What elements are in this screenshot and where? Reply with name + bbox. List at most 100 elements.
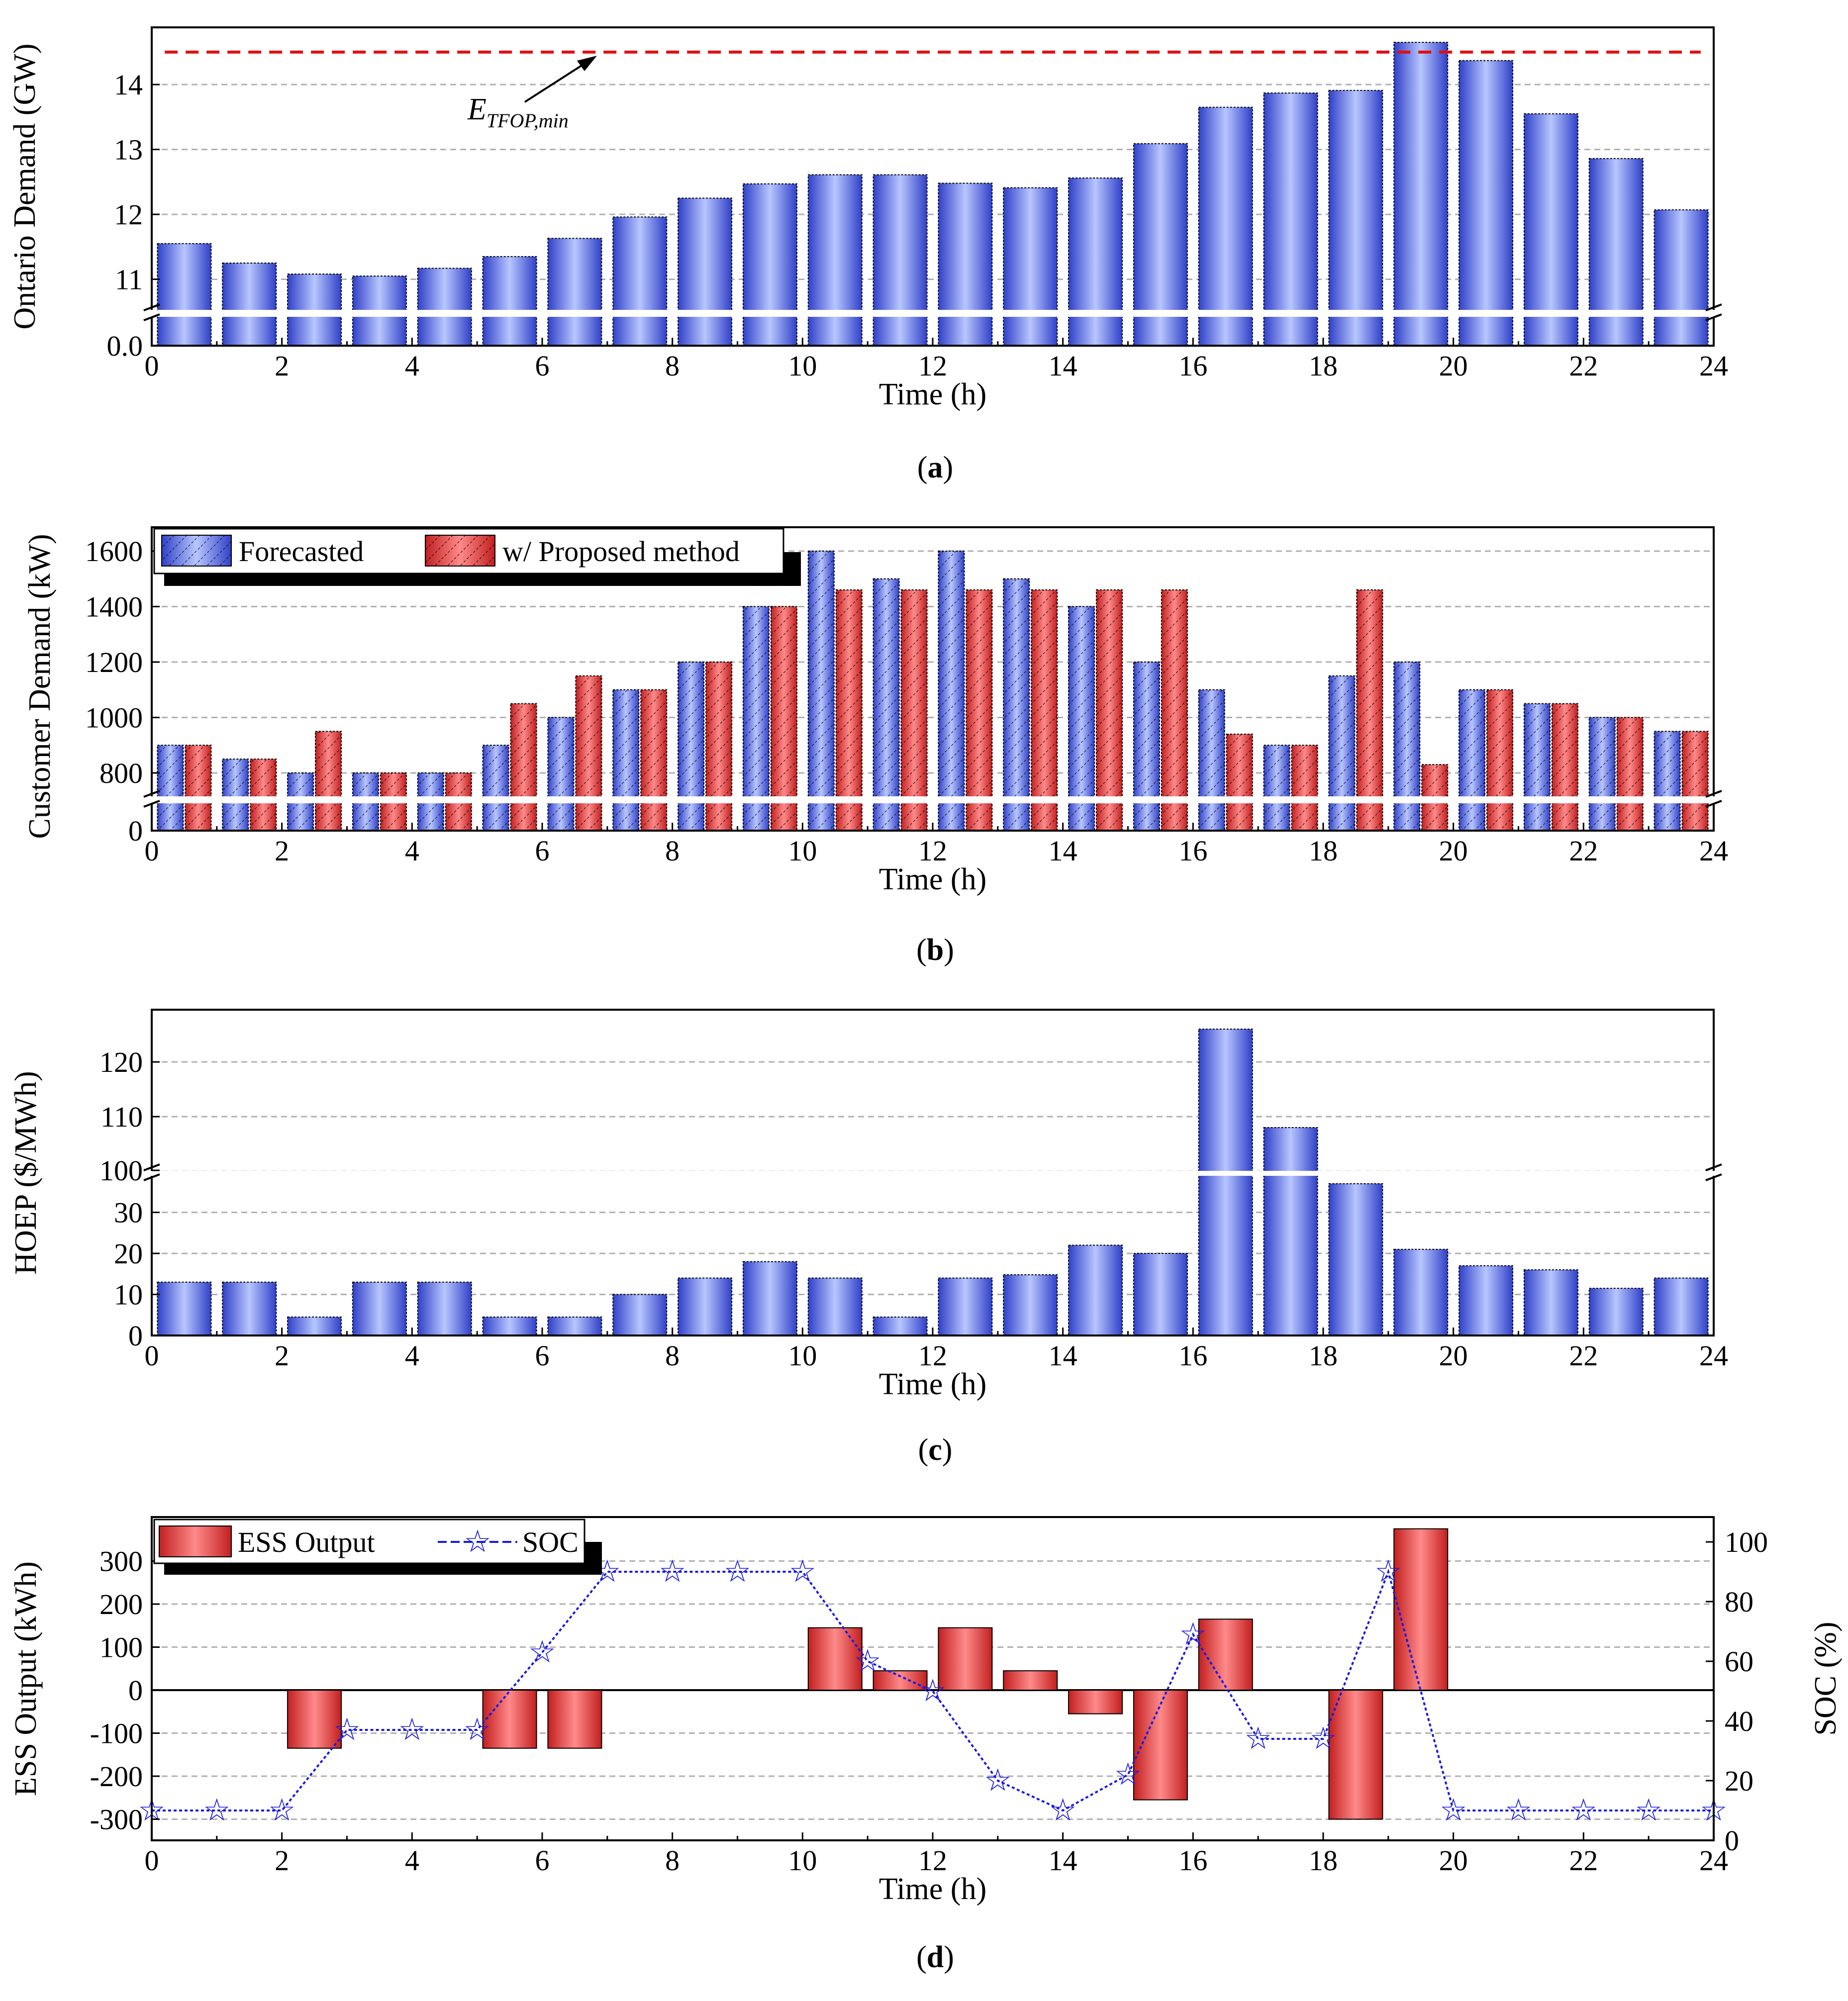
panel-b-bar-proposed-hatch [1161, 590, 1187, 831]
panel-b-bar-proposed-hatch [1096, 590, 1123, 831]
panel-b-bar-forecasted-hatch [1459, 689, 1485, 831]
panel-d-bar-ess-output [1393, 1528, 1449, 1691]
panel-a-min-line-label-sub: TFOP,min [486, 109, 569, 132]
panel-c-break-mark-right [1705, 1163, 1722, 1171]
panel-c-bar [157, 1281, 212, 1336]
panel-a-axis-break [143, 303, 1722, 321]
panel-a-x-tick-label: 12 [918, 350, 947, 382]
panel-d-y2-tick-label: 0 [1725, 1824, 1739, 1857]
panel-c-y-tick-label: 0 [128, 1320, 143, 1352]
panel-b-bar-proposed-hatch [706, 662, 732, 831]
panel-b-bar-forecasted-hatch [1264, 745, 1290, 831]
panel-b-x-tick-label: 6 [535, 835, 550, 867]
panel-b-bar-proposed-hatch [1291, 745, 1318, 831]
panel-a-y-ticks: 0.0 11 12 13 14 [107, 69, 160, 362]
panel-b-caption: (b) [916, 933, 954, 967]
panel-d-y-tick-label: 0 [128, 1674, 143, 1707]
panel-a-break-mark-left [143, 303, 160, 311]
panel-d-bar-ess-output [287, 1690, 342, 1749]
panel-b-bar-forecasted-hatch [1589, 717, 1615, 831]
panel-b-bar-forecasted-hatch [938, 551, 965, 831]
panel-d-x-tick-label: 18 [1309, 1844, 1338, 1877]
panel-c-bar [1068, 1244, 1123, 1336]
legend-label-forecasted: Forecasted [239, 535, 364, 568]
panel-a-annotation-arrow [524, 63, 585, 103]
panel-b-bar-proposed-hatch [576, 675, 602, 831]
panel-d-soc-point: ☆ [1570, 1792, 1598, 1828]
panel-c-x-tick-label: 18 [1309, 1339, 1338, 1372]
panel-c-x-tick-label: 6 [535, 1339, 550, 1372]
panel-b-bar-forecasted-hatch [1654, 731, 1680, 831]
panel-c-bar [1198, 1029, 1253, 1336]
panel-b-bar-forecasted-hatch [1069, 606, 1095, 831]
panel-a-y-tick-label: 13 [114, 134, 143, 166]
panel-d-bar-ess-output [482, 1690, 537, 1749]
panel-c-x-tick-label: 4 [405, 1339, 419, 1372]
panel-a-caption-letter: a [928, 451, 943, 484]
panel-a-annotation-arrowhead [577, 56, 597, 71]
panel-a-bar [678, 197, 733, 346]
panel-c-bar [873, 1316, 928, 1336]
legend-line-soc-marker: ☆ [464, 1523, 491, 1559]
panel-b-x-tick-label: 12 [918, 835, 947, 867]
panel-a-x-tick-label: 0 [145, 350, 159, 382]
panel-d-y2-tick-label: 80 [1725, 1586, 1753, 1618]
panel-a-bar [417, 268, 472, 346]
panel-a-x-tick-label: 2 [275, 350, 289, 382]
panel-d-y2-ticks: 0 20 40 60 80 100 [1706, 1526, 1768, 1857]
panel-d-x-ticks: 0 2 4 6 8 10 12 14 16 18 20 22 24 [145, 1832, 1728, 1877]
panel-c-x-tick-label: 16 [1178, 1339, 1207, 1372]
panel-b-x-tick-label: 20 [1439, 835, 1468, 867]
panel-d-x-tick-label: 20 [1439, 1844, 1468, 1877]
panel-d-x-tick-label: 10 [788, 1844, 817, 1877]
panel-d-soc-point: ☆ [724, 1553, 752, 1589]
panel-d-bar-ess-output [1003, 1670, 1058, 1691]
panel-c-x-tick-label: 14 [1049, 1339, 1077, 1372]
legend-label-proposed: w/ Proposed method [502, 535, 740, 568]
panel-a-y-tick-label: 11 [115, 264, 143, 296]
panel-d-bar-ess-output [938, 1627, 993, 1691]
panel-a-bar [938, 183, 993, 346]
panel-b-y-tick-label: 1000 [85, 702, 143, 734]
panel-b-bar-forecasted-hatch [1524, 703, 1550, 831]
legend-label-ess-output: ESS Output [238, 1526, 375, 1558]
panel-d-soc-point: ☆ [398, 1711, 426, 1747]
panel-a-break-gap [151, 310, 1715, 317]
panel-c-bar [352, 1281, 407, 1336]
panel-a-break-mark-right [1705, 303, 1722, 311]
panel-b-bar-proposed-hatch [1487, 689, 1513, 831]
panel-a-bar [1003, 187, 1058, 346]
panel-d-bar-ess-output [1133, 1690, 1188, 1801]
panel-b-x-tick-label: 4 [405, 835, 419, 867]
panel-c-bar [1523, 1269, 1578, 1336]
panel-a-x-tick-label: 4 [405, 350, 419, 382]
panel-d-soc-point: ☆ [984, 1762, 1012, 1798]
panel-b-bar-forecasted-hatch [1394, 662, 1420, 831]
panel-a-bar [1263, 92, 1318, 346]
panel-c-caption: (c) [918, 1433, 953, 1467]
panel-a-bar [1588, 158, 1644, 346]
panel-b-x-tick-label: 14 [1049, 835, 1077, 867]
panel-b-grid [152, 550, 1714, 774]
panel-c-bar [1459, 1265, 1514, 1336]
panel-b-bar-proposed-hatch [966, 590, 992, 831]
panel-a-x-tick-label: 24 [1699, 350, 1728, 382]
panel-a-break-mark-right [1705, 313, 1722, 321]
panel-c-y-axis-label: HOEP ($/MWh) [9, 1071, 43, 1274]
panel-a-bar [742, 183, 797, 346]
panel-c-break-gap [151, 1171, 1715, 1176]
panel-c-x-tick-label: 10 [788, 1339, 817, 1372]
panel-d-x-tick-label: 0 [145, 1844, 159, 1877]
panel-b-bar-proposed-hatch [1226, 734, 1253, 831]
panel-b-bar-forecasted-hatch [678, 662, 704, 831]
panel-b-caption-letter: b [927, 933, 944, 967]
panel-c-bar [1003, 1274, 1058, 1336]
panel-c-x-axis-label: Time (h) [879, 1367, 986, 1401]
panel-a-bar [612, 216, 668, 346]
panel-a-bar [222, 262, 277, 346]
panel-d-soc-point: ☆ [1114, 1756, 1142, 1792]
panel-a-caption: (a) [917, 451, 953, 484]
panel-c-x-tick-label: 22 [1569, 1339, 1598, 1372]
panel-d-soc-line: ☆ ☆ ☆☆ ☆ ☆☆☆ ☆ ☆ ☆☆☆☆☆☆☆☆ ☆☆☆ ☆ ☆ ☆ ☆ [138, 1553, 1728, 1828]
panel-b-bar-forecasted-hatch [548, 717, 574, 831]
